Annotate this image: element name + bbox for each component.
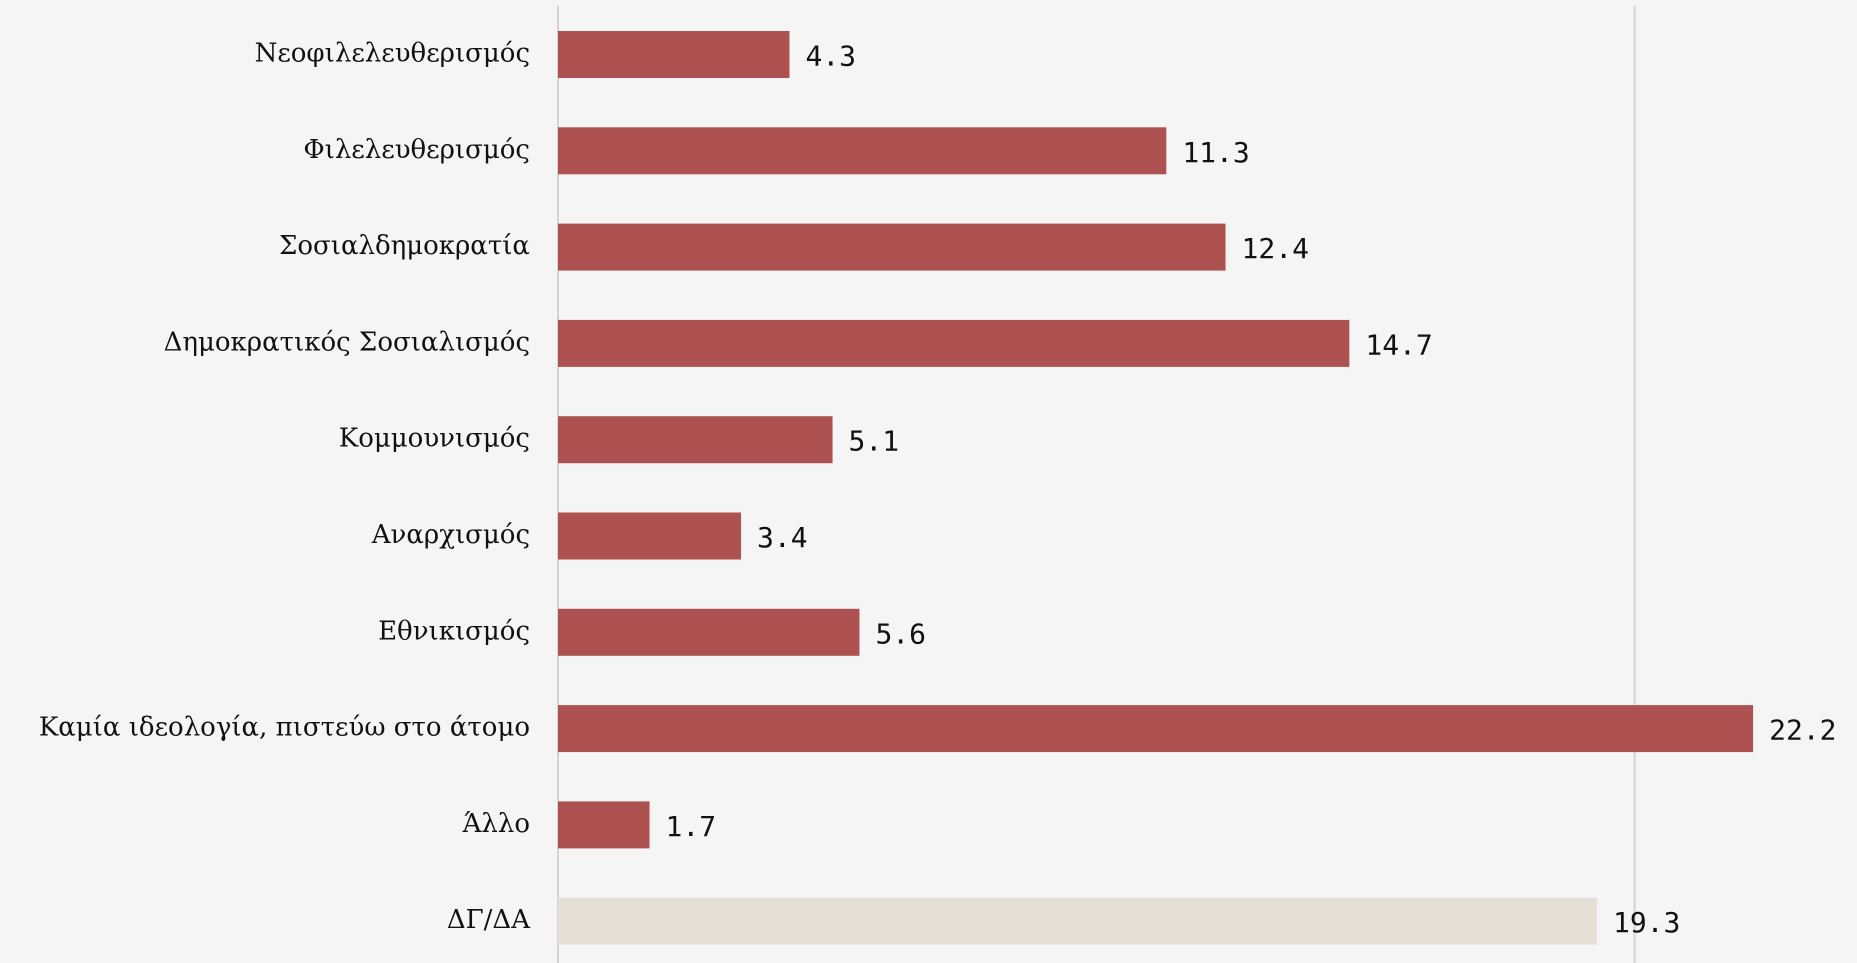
bar: [558, 127, 1167, 175]
value-label: 3.4: [757, 521, 808, 554]
bar: [558, 223, 1226, 271]
value-label: 5.1: [849, 425, 900, 458]
bar: [558, 801, 650, 849]
value-label: 5.6: [875, 617, 926, 650]
value-label: 11.3: [1182, 136, 1249, 169]
bar: [558, 319, 1350, 367]
y-tick-label: Καμία ιδεολογία, πιστεύω στο άτομο: [39, 713, 530, 743]
y-tick-label: Εθνικισμός: [378, 616, 530, 646]
value-label: 1.7: [666, 810, 717, 843]
y-tick-label: Νεοφιλελευθερισμός: [255, 39, 530, 69]
value-label: 14.7: [1365, 328, 1432, 361]
bar: [558, 897, 1597, 945]
value-label: 4.3: [805, 40, 856, 73]
y-tick-label: Φιλελευθερισμός: [303, 135, 530, 165]
bar: [558, 608, 860, 656]
y-tick-label: Αναρχισμός: [371, 520, 530, 550]
value-label: 22.2: [1769, 714, 1836, 747]
y-tick-label: Σοσιαλδημοκρατία: [279, 231, 530, 261]
y-tick-label: Δημοκρατικός Σοσιαλισμός: [164, 327, 530, 357]
bar: [558, 416, 833, 464]
bar: [558, 512, 742, 560]
y-tick-label: ΔΓ/ΔΑ: [447, 905, 531, 935]
y-tick-label: Άλλο: [462, 809, 530, 839]
value-label: 12.4: [1242, 232, 1309, 265]
bar: [558, 705, 1754, 753]
y-tick-label: Κομμουνισμός: [339, 424, 530, 454]
bar: [558, 31, 790, 78]
value-label: 19.3: [1613, 906, 1680, 939]
